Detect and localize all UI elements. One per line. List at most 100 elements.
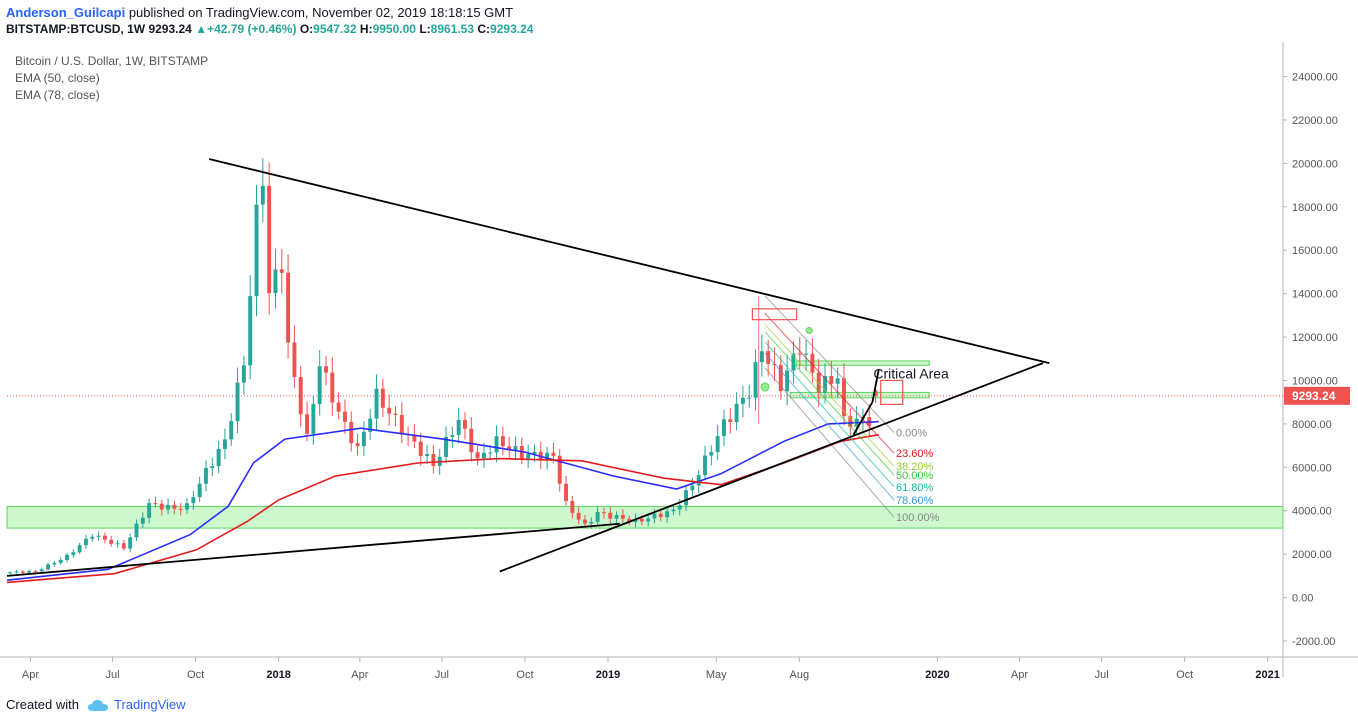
price-tick-label: 4000.00 <box>1292 506 1332 518</box>
price-chart[interactable]: -2000.00 0.00 2000.00 4000.00 6000.00 8000.00… <box>0 42 1358 697</box>
candle <box>33 569 38 573</box>
candle-body <box>494 436 499 453</box>
marker-circle <box>805 327 813 335</box>
candle <box>115 540 120 548</box>
trendline <box>6 522 620 577</box>
time-tick-label: Jul <box>1095 669 1109 681</box>
fib-level-line <box>764 295 895 433</box>
trendline <box>208 158 1050 364</box>
chart-legend: Bitcoin / U.S. Dollar, 1W, BITSTAMP EMA … <box>15 53 208 104</box>
close-value: 9293.24 <box>490 22 534 36</box>
candle <box>241 355 246 395</box>
symbol-label[interactable]: BITSTAMP:BTCUSD, 1W <box>6 22 146 36</box>
tradingview-brand[interactable]: TradingView <box>114 697 186 712</box>
candle-body <box>646 518 651 522</box>
author-link[interactable]: Anderson_Guilcapi <box>6 5 126 20</box>
legend-ema78[interactable]: EMA (78, close) <box>15 88 100 102</box>
candle-body <box>229 421 234 440</box>
candle <box>77 542 82 555</box>
candle-body <box>27 571 32 573</box>
candle <box>342 399 347 435</box>
candle-body <box>330 372 335 403</box>
candle-body <box>444 436 448 457</box>
candle <box>583 514 587 528</box>
price-tick-label: 6000.00 <box>1292 462 1332 474</box>
candle-body <box>526 454 531 459</box>
created-with-text: Created with <box>6 697 79 712</box>
candle-body <box>204 468 208 484</box>
candle-body <box>703 455 707 476</box>
candle-body <box>873 390 878 396</box>
candle-body <box>222 439 227 449</box>
candle <box>684 484 689 511</box>
candle <box>191 490 196 510</box>
candle <box>121 539 126 551</box>
candle <box>671 504 676 516</box>
candle-body <box>387 407 392 414</box>
candle-body <box>374 388 379 419</box>
candle-body <box>134 523 139 538</box>
candle-body <box>52 562 57 565</box>
fib-level-label: 61.80% <box>896 482 934 494</box>
candle-body <box>342 411 347 422</box>
support-zone <box>6 505 1284 529</box>
candle-body <box>279 269 284 273</box>
candle-body <box>481 452 486 459</box>
candle-body <box>633 518 638 523</box>
candle <box>128 533 133 552</box>
price-tick-label: 22000.00 <box>1292 115 1338 127</box>
candle-body <box>677 505 682 510</box>
open-value: 9547.32 <box>313 22 357 36</box>
candle <box>608 506 613 524</box>
candle-body <box>823 375 827 393</box>
candle <box>71 549 76 558</box>
candle-body <box>115 543 120 545</box>
candle-body <box>532 451 537 455</box>
candle-body <box>128 537 133 549</box>
ema-50-line <box>6 420 879 581</box>
candle-body <box>178 508 183 510</box>
candle-body <box>620 515 625 519</box>
annotation-critical-area: Critical Area <box>873 365 949 381</box>
last-price-badge-label: 9293.24 <box>1292 389 1336 403</box>
fib-level-label: 78.60% <box>896 495 934 507</box>
candle <box>804 339 809 371</box>
candle <box>58 557 63 565</box>
time-tick-label: 2021 <box>1255 669 1279 681</box>
price-tick-label: 18000.00 <box>1292 202 1338 214</box>
legend-ema50[interactable]: EMA (50, close) <box>15 71 100 85</box>
candle-body <box>639 518 644 522</box>
high-value: 9950.00 <box>372 22 416 36</box>
triangle-up-icon: ▲ <box>195 22 208 36</box>
candle <box>229 413 234 447</box>
candle-body <box>740 397 745 404</box>
candle-body <box>121 543 126 549</box>
candle <box>102 532 107 544</box>
chart-background <box>0 42 1358 697</box>
trendline <box>852 401 874 436</box>
candle-body <box>500 436 505 447</box>
candle <box>633 513 638 528</box>
candle-body <box>728 419 733 423</box>
candle <box>620 509 625 525</box>
price-tick-label: 2000.00 <box>1292 549 1332 561</box>
candle-body <box>248 296 253 366</box>
candle-body <box>425 453 430 456</box>
candle-body <box>298 376 303 415</box>
candle <box>90 534 95 542</box>
candle-body <box>109 539 114 544</box>
legend-title[interactable]: Bitcoin / U.S. Dollar, 1W, BITSTAMP <box>15 54 209 68</box>
candle <box>355 433 360 456</box>
candle-body <box>380 388 385 408</box>
last-price-badge <box>1284 386 1350 405</box>
quote-line: BITSTAMP:BTCUSD, 1W 9293.24 ▲+42.79 (+0.… <box>6 22 533 36</box>
fib-level-line <box>764 331 895 476</box>
candle <box>778 355 783 400</box>
candle-body <box>759 351 764 363</box>
candle-body <box>267 185 272 294</box>
candle <box>475 445 480 466</box>
tradingview-cloud-icon <box>87 699 108 711</box>
candle <box>185 498 189 514</box>
candle-body <box>627 518 632 523</box>
candle <box>387 394 392 426</box>
